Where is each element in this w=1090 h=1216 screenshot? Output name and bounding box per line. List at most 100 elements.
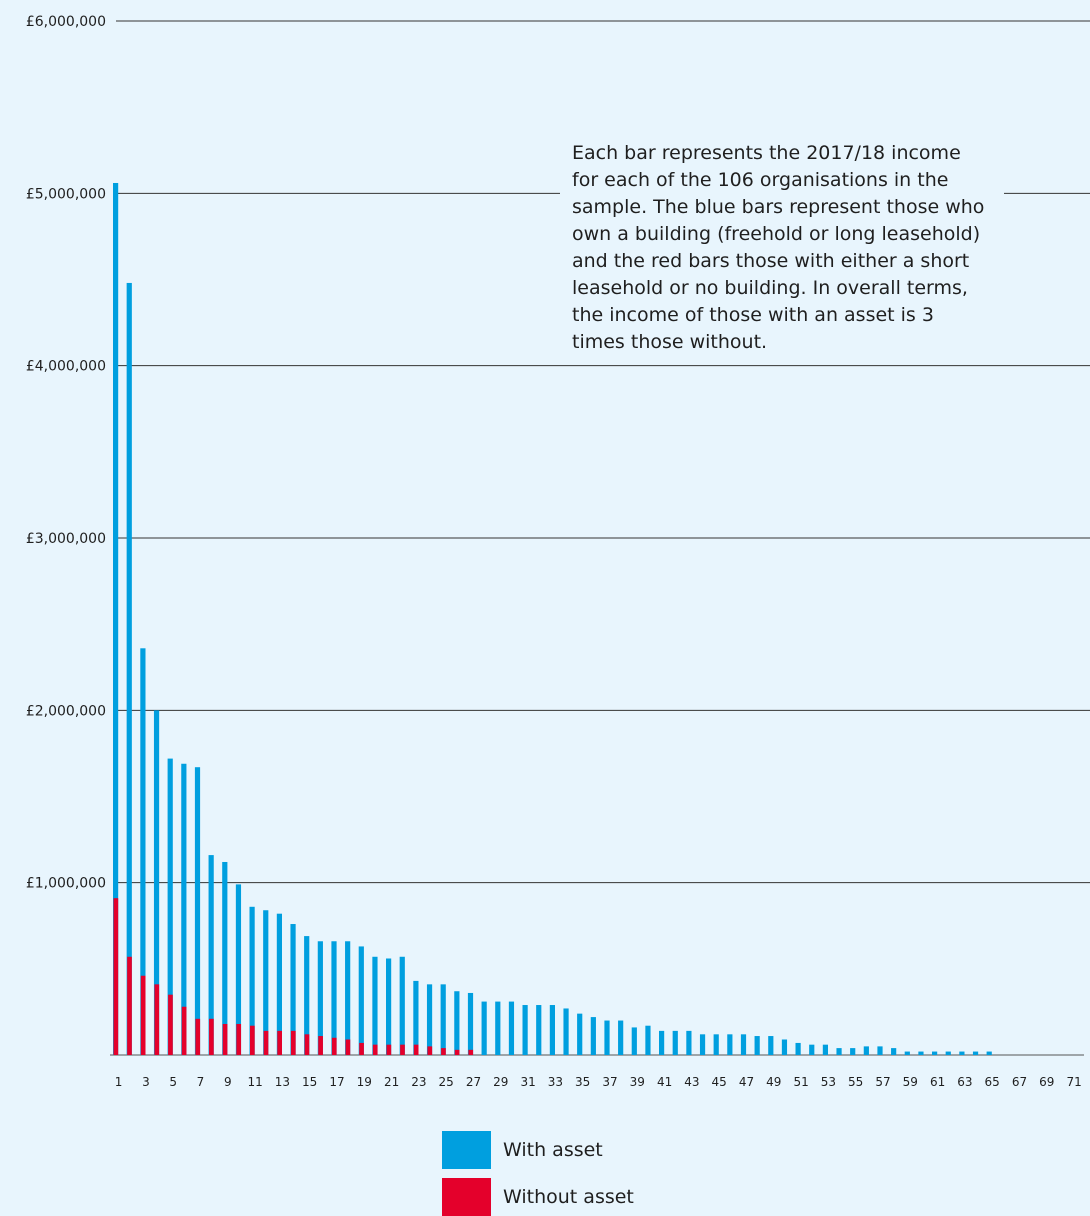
x-tick-label: 5: [169, 1075, 177, 1089]
bar-without-asset: [263, 1030, 269, 1055]
chart-annotation: Each bar represents the 2017/18 income f…: [560, 140, 1004, 356]
x-tick-label: 29: [493, 1075, 508, 1089]
bar-with-asset: [699, 1034, 706, 1055]
bar-with-asset: [222, 861, 228, 1055]
x-tick-label: 51: [793, 1075, 808, 1089]
bar-with-asset: [194, 767, 201, 1055]
legend-item-without-asset: Without asset: [442, 1178, 634, 1216]
bar-without-asset: [290, 1030, 296, 1055]
bar-with-asset: [467, 992, 474, 1055]
bar-with-asset: [918, 1051, 924, 1055]
bar-with-asset: [986, 1051, 992, 1055]
bar-without-asset: [454, 1049, 460, 1055]
x-tick-label: 37: [602, 1075, 617, 1089]
bar-with-asset: [508, 1001, 515, 1055]
bar-with-asset: [481, 1001, 487, 1055]
x-tick-label: 45: [712, 1075, 727, 1089]
bar-with-asset: [604, 1020, 610, 1055]
bar-with-asset: [276, 913, 282, 1055]
bar-with-asset: [563, 1008, 569, 1055]
bar-with-asset: [645, 1025, 651, 1055]
bar-with-asset: [836, 1048, 842, 1055]
x-tick-label: 1: [115, 1075, 123, 1089]
bar-with-asset: [208, 855, 214, 1055]
bar-with-asset: [140, 648, 146, 1055]
bar-without-asset: [441, 1048, 446, 1055]
x-tick-label: 43: [684, 1075, 699, 1089]
bar-with-asset: [740, 1034, 747, 1055]
y-axis-labels: £6,000,000 £5,000,000 £4,000,000 £3,000,000…: [26, 14, 106, 892]
x-tick-label: 11: [247, 1075, 262, 1089]
bar-with-asset: [440, 984, 446, 1055]
bar-with-asset: [686, 1030, 692, 1055]
x-tick-label: 63: [957, 1075, 972, 1089]
bar-with-asset: [672, 1030, 678, 1055]
y-tick-label: £3,000,000: [26, 531, 106, 547]
bar-with-asset: [809, 1044, 815, 1055]
bar-with-asset: [331, 941, 337, 1055]
bar-with-asset: [713, 1034, 719, 1055]
bar-with-asset: [577, 1013, 583, 1055]
bar-without-asset: [359, 1042, 364, 1055]
bar-without-asset: [372, 1044, 378, 1055]
x-tick-label: 17: [329, 1075, 344, 1089]
bar-without-asset: [331, 1037, 337, 1055]
bar-without-asset: [236, 1023, 242, 1055]
bar-with-asset: [932, 1051, 938, 1055]
bar-with-asset: [372, 956, 378, 1055]
bar-without-asset: [154, 984, 160, 1055]
legend-swatch-without-asset: [442, 1178, 491, 1216]
x-tick-label: 61: [930, 1075, 945, 1089]
bar-with-asset: [358, 946, 364, 1055]
y-tick-label: £1,000,000: [26, 876, 106, 892]
legend-swatch-with-asset: [442, 1131, 491, 1169]
bar-without-asset: [127, 956, 132, 1055]
bar-with-asset: [590, 1017, 596, 1055]
bar-with-asset: [495, 1001, 501, 1055]
bar-without-asset: [400, 1044, 405, 1055]
legend-label-with-asset: With asset: [503, 1139, 603, 1161]
x-tick-label: 27: [466, 1075, 481, 1089]
bar-with-asset: [549, 1005, 555, 1055]
bar-with-asset: [659, 1030, 665, 1055]
x-tick-label: 55: [848, 1075, 863, 1089]
bar-with-asset: [386, 958, 392, 1055]
bar-with-asset: [959, 1051, 965, 1055]
bar-without-asset: [195, 1018, 201, 1055]
bars: [113, 182, 992, 1055]
legend-item-with-asset: With asset: [442, 1131, 603, 1169]
bar-without-asset: [209, 1018, 214, 1055]
bar-with-asset: [181, 763, 187, 1055]
bar-with-asset: [153, 710, 160, 1055]
bar-with-asset: [235, 884, 242, 1055]
bar-with-asset: [972, 1051, 979, 1055]
x-tick-label: 13: [275, 1075, 290, 1089]
y-tick-label: £5,000,000: [26, 186, 106, 202]
x-tick-label: 57: [875, 1075, 890, 1089]
bar-with-asset: [727, 1034, 733, 1055]
bar-with-asset: [167, 758, 173, 1055]
bar-with-asset: [113, 182, 119, 1055]
bar-with-asset: [877, 1046, 883, 1055]
x-tick-label: 47: [739, 1075, 754, 1089]
x-tick-label: 3: [142, 1075, 150, 1089]
x-tick-label: 69: [1039, 1075, 1054, 1089]
bar-with-asset: [754, 1036, 760, 1055]
bar-with-asset: [263, 910, 269, 1055]
bar-without-asset: [345, 1039, 351, 1055]
bar-without-asset: [427, 1046, 433, 1055]
x-tick-label: 19: [357, 1075, 372, 1089]
bar-with-asset: [781, 1039, 788, 1055]
x-tick-label: 25: [439, 1075, 454, 1089]
y-tick-label: £4,000,000: [26, 359, 106, 375]
bar-without-asset: [304, 1034, 310, 1055]
y-tick-label: £2,000,000: [26, 703, 106, 719]
bar-with-asset: [522, 1005, 528, 1055]
bar-without-asset: [413, 1044, 419, 1055]
x-axis-labels: 1 3 5 7 9 11 13 15 17 19 21 23 25 27 29 31 33 35 37 39 41 43 4…: [115, 1075, 1082, 1089]
y-tick-label: £6,000,000: [26, 14, 106, 30]
bar-with-asset: [618, 1020, 624, 1055]
bar-with-asset: [536, 1005, 542, 1055]
x-tick-label: 21: [384, 1075, 399, 1089]
